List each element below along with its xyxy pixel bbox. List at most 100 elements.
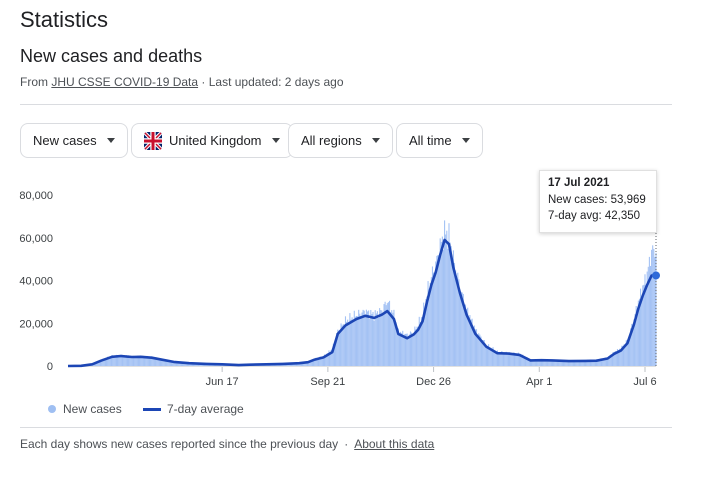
legend-7-day-average[interactable]: 7-day average <box>143 402 244 416</box>
new-cases-bar <box>588 360 590 366</box>
new-cases-bar <box>341 325 343 366</box>
new-cases-bar <box>377 317 380 366</box>
new-cases-bar <box>619 348 621 366</box>
new-cases-bar <box>409 331 411 366</box>
new-cases-bar <box>186 362 188 366</box>
new-cases-bar <box>436 255 438 366</box>
new-cases-bar <box>450 246 452 366</box>
new-cases-bar <box>154 358 156 366</box>
new-cases-bar <box>486 345 489 366</box>
new-cases-bar <box>453 262 456 366</box>
legend-new-cases[interactable]: New cases <box>48 402 122 416</box>
new-cases-bar <box>648 256 650 366</box>
new-cases-bar <box>129 356 131 366</box>
new-cases-bar <box>143 356 145 366</box>
uk-flag-icon <box>144 131 162 150</box>
new-cases-bar <box>549 359 551 366</box>
new-cases-bar <box>431 266 434 366</box>
new-cases-bar <box>397 328 399 366</box>
new-cases-bar <box>108 357 110 366</box>
new-cases-bar <box>125 355 127 366</box>
new-cases-bar <box>638 298 641 366</box>
new-cases-bar <box>304 362 306 366</box>
new-cases-bar <box>330 349 332 366</box>
new-cases-bar <box>376 311 378 366</box>
new-cases-bar <box>187 363 189 366</box>
new-cases-bar <box>496 350 498 366</box>
new-cases-bar <box>483 340 485 366</box>
new-cases-bar <box>534 359 536 366</box>
new-cases-bar <box>385 305 387 366</box>
new-cases-bar <box>641 299 643 366</box>
metric-dropdown[interactable]: New cases <box>20 123 128 158</box>
new-cases-bar <box>635 306 637 366</box>
new-cases-bar <box>346 321 348 366</box>
new-cases-bar <box>347 319 349 366</box>
new-cases-bar <box>361 312 363 366</box>
chart-tooltip: 17 Jul 2021 New cases: 53,969 7-day avg:… <box>539 170 657 233</box>
country-dropdown[interactable]: United Kingdom <box>131 123 293 158</box>
new-cases-bar <box>621 345 623 366</box>
new-cases-bar <box>556 360 558 366</box>
new-cases-bar <box>135 357 137 366</box>
new-cases-bar <box>509 352 511 366</box>
new-cases-bar <box>551 359 554 366</box>
new-cases-bar <box>451 263 453 366</box>
new-cases-bar <box>335 338 337 366</box>
y-tick-label: 60,000 <box>19 233 53 245</box>
new-cases-bar <box>433 272 435 366</box>
new-cases-bar <box>446 230 448 366</box>
new-cases-bar <box>393 309 395 366</box>
new-cases-bar <box>166 360 168 366</box>
new-cases-bar <box>601 358 603 366</box>
new-cases-bar <box>124 355 126 366</box>
caret-down-icon <box>461 138 470 143</box>
new-cases-bar <box>423 302 425 366</box>
new-cases-bar <box>499 352 501 366</box>
new-cases-bar <box>435 261 437 366</box>
source-link[interactable]: JHU CSSE COVID-19 Data <box>51 75 199 89</box>
new-cases-bar <box>368 310 370 366</box>
new-cases-bar <box>333 343 336 366</box>
new-cases-bar <box>358 309 360 366</box>
new-cases-bar <box>592 360 594 366</box>
new-cases-bar <box>177 362 179 366</box>
new-cases-bar <box>627 337 630 366</box>
new-cases-bar <box>401 333 403 366</box>
new-cases-bar <box>494 350 496 366</box>
new-cases-bar <box>96 361 98 366</box>
cases-chart[interactable]: 80,000 60,000 40,000 20,000 0 Jun 17 Sep 21 Dec… <box>0 165 706 390</box>
new-cases-bar <box>148 357 151 366</box>
caret-down-icon <box>271 138 280 143</box>
new-cases-bar <box>416 326 418 366</box>
new-cases-bar <box>380 309 382 366</box>
new-cases-bar <box>565 360 567 366</box>
new-cases-bar <box>625 340 627 366</box>
region-dropdown[interactable]: All regions <box>288 123 393 158</box>
new-cases-bar <box>418 316 420 366</box>
new-cases-bar <box>114 355 116 366</box>
seven-day-average-line <box>67 238 656 368</box>
new-cases-bar <box>100 359 102 366</box>
time-range-dropdown[interactable]: All time <box>396 123 483 158</box>
new-cases-bar <box>566 359 568 366</box>
new-cases-bar <box>176 361 178 366</box>
new-cases-bar <box>360 316 362 366</box>
new-cases-bar <box>510 352 512 366</box>
new-cases-bar <box>352 320 354 366</box>
time-range-dropdown-label: All time <box>409 133 452 148</box>
new-cases-bar <box>473 325 475 366</box>
new-cases-bar <box>622 345 624 366</box>
new-cases-bar <box>426 296 428 366</box>
new-cases-bar <box>605 357 607 366</box>
new-cases-bar <box>101 360 103 366</box>
new-cases-bar <box>329 352 331 366</box>
new-cases-bar <box>374 310 376 366</box>
new-cases-bar <box>307 361 309 366</box>
tooltip-date: 17 Jul 2021 <box>548 177 610 189</box>
new-cases-bar <box>300 362 302 366</box>
about-data-link[interactable]: About this data <box>354 437 435 451</box>
new-cases-bar <box>383 304 385 366</box>
new-cases-bar <box>482 340 484 366</box>
new-cases-bar <box>612 352 614 366</box>
